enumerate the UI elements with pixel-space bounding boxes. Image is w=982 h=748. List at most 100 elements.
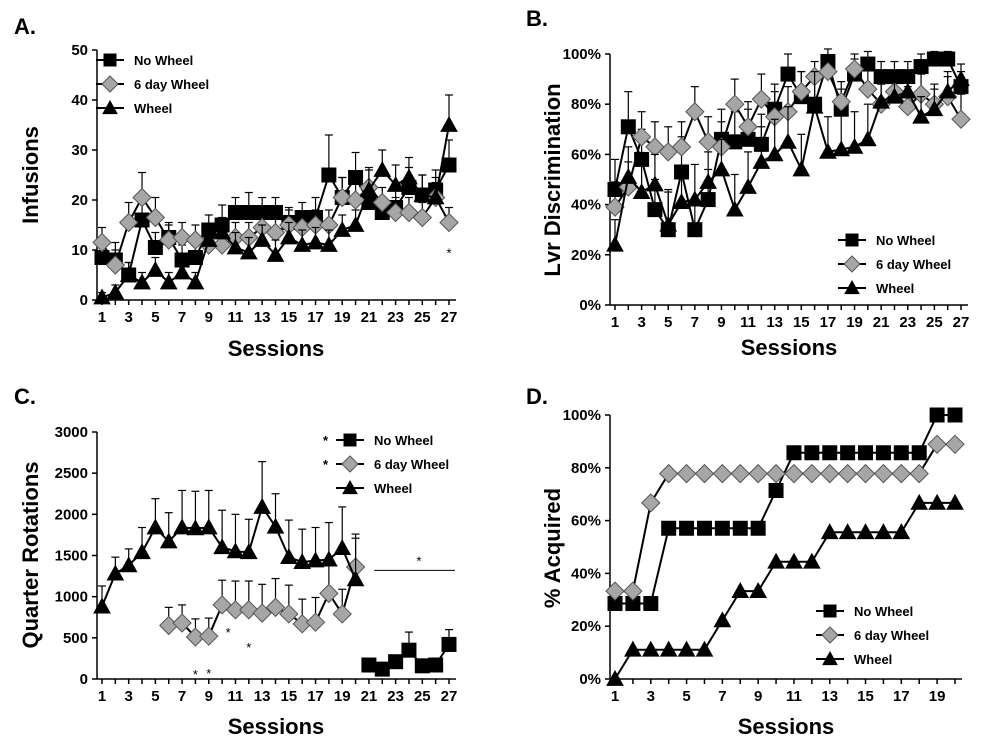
legend-marker (343, 433, 357, 447)
x-tick-label: 15 (793, 314, 810, 331)
x-tick-label: 19 (929, 688, 946, 705)
x-tick-label: 15 (281, 309, 298, 326)
x-tick-label: 1 (611, 314, 619, 331)
data-point (606, 235, 624, 252)
x-tick-label: 7 (178, 309, 186, 326)
data-point (320, 550, 338, 567)
data-point (624, 640, 642, 657)
x-axis-title: Sessions (228, 714, 325, 739)
data-point (712, 160, 731, 177)
significance-asterisk: * (206, 666, 211, 681)
x-tick-label: 13 (766, 314, 783, 331)
data-point (874, 523, 893, 540)
significance-asterisk: * (193, 667, 198, 682)
data-point (428, 657, 444, 673)
legend-marker (821, 626, 839, 644)
data-point (345, 190, 366, 210)
data-point (332, 604, 352, 624)
data-point (412, 207, 433, 228)
data-point (714, 520, 730, 536)
data-point (252, 603, 272, 623)
x-tick-label: 9 (205, 688, 213, 705)
data-point (685, 102, 705, 122)
series-no-wheel (607, 407, 963, 611)
data-point (119, 265, 138, 282)
data-point (892, 523, 911, 540)
data-point (426, 188, 445, 205)
data-point (945, 434, 965, 455)
data-point (802, 463, 822, 484)
x-tick-label: 13 (821, 688, 838, 705)
data-point (730, 463, 750, 484)
data-point (319, 583, 339, 604)
series-6-day-wheel (159, 533, 366, 647)
y-axis-title: Infusions (18, 126, 43, 224)
x-tick-label: 27 (441, 309, 458, 326)
data-point (872, 92, 891, 109)
x-tick-label: 7 (178, 688, 186, 705)
data-point (265, 597, 286, 618)
data-point (346, 570, 365, 587)
data-point (838, 523, 857, 540)
x-tick-label: 15 (281, 688, 298, 705)
legend-item: Wheel (816, 650, 892, 667)
series-wheel (93, 94, 458, 305)
data-point (306, 551, 325, 568)
data-point (631, 127, 652, 147)
legend-item: Wheel (838, 279, 914, 296)
legend-label: 6 day Wheel (854, 628, 929, 643)
data-point (623, 581, 643, 601)
data-point (840, 445, 856, 461)
y-tick-label: 60% (571, 513, 601, 530)
data-point (173, 263, 191, 280)
x-tick-label: 9 (205, 309, 213, 326)
data-point (804, 445, 820, 461)
data-point (677, 640, 696, 657)
data-point (374, 661, 390, 677)
legend-item: 6 day Wheel (96, 75, 209, 93)
data-point (401, 642, 417, 658)
y-tick-label: 0% (579, 297, 601, 314)
x-tick-label: 27 (441, 688, 458, 705)
data-point (926, 51, 942, 67)
data-point (93, 597, 111, 614)
data-point (739, 178, 757, 194)
data-point (940, 51, 956, 67)
data-point (305, 612, 326, 632)
x-tick-label: 15 (857, 688, 874, 705)
legend-label: Wheel (876, 281, 914, 296)
data-point (658, 463, 679, 484)
data-point (679, 520, 695, 536)
data-point (147, 240, 163, 255)
x-tick-label: 13 (254, 688, 271, 705)
data-point (172, 227, 192, 248)
data-point (749, 582, 768, 598)
legend-label: 6 day Wheel (876, 257, 951, 272)
series-wheel (93, 461, 365, 614)
legend-item: No Wheel (96, 53, 193, 68)
data-point (93, 288, 111, 305)
data-point (844, 59, 865, 79)
y-tick-label: 40% (571, 565, 601, 582)
y-tick-label: 2500 (55, 465, 88, 482)
x-tick-label: 3 (125, 309, 133, 326)
data-point (694, 463, 715, 484)
panel-letter: C. (14, 384, 36, 409)
data-point (239, 543, 258, 560)
x-tick-label: 9 (754, 688, 762, 705)
legend-item: 6 day Wheel (816, 626, 929, 644)
data-point (855, 463, 876, 484)
data-point (199, 230, 218, 247)
data-point (620, 119, 636, 135)
x-tick-label: 17 (307, 309, 324, 326)
data-point (910, 493, 929, 510)
data-point (306, 233, 325, 250)
data-point (856, 523, 875, 540)
legend-item: No Wheel * (323, 433, 433, 448)
legend-asterisk: * (323, 457, 329, 472)
legend-marker (103, 53, 117, 67)
chart-panel-4: 0%20%40%60%80%100%1 3 5 7 9 11 13 15 17 19D.Sessi… (526, 384, 965, 739)
data-point (105, 255, 126, 275)
y-tick-label: 2000 (55, 506, 88, 523)
